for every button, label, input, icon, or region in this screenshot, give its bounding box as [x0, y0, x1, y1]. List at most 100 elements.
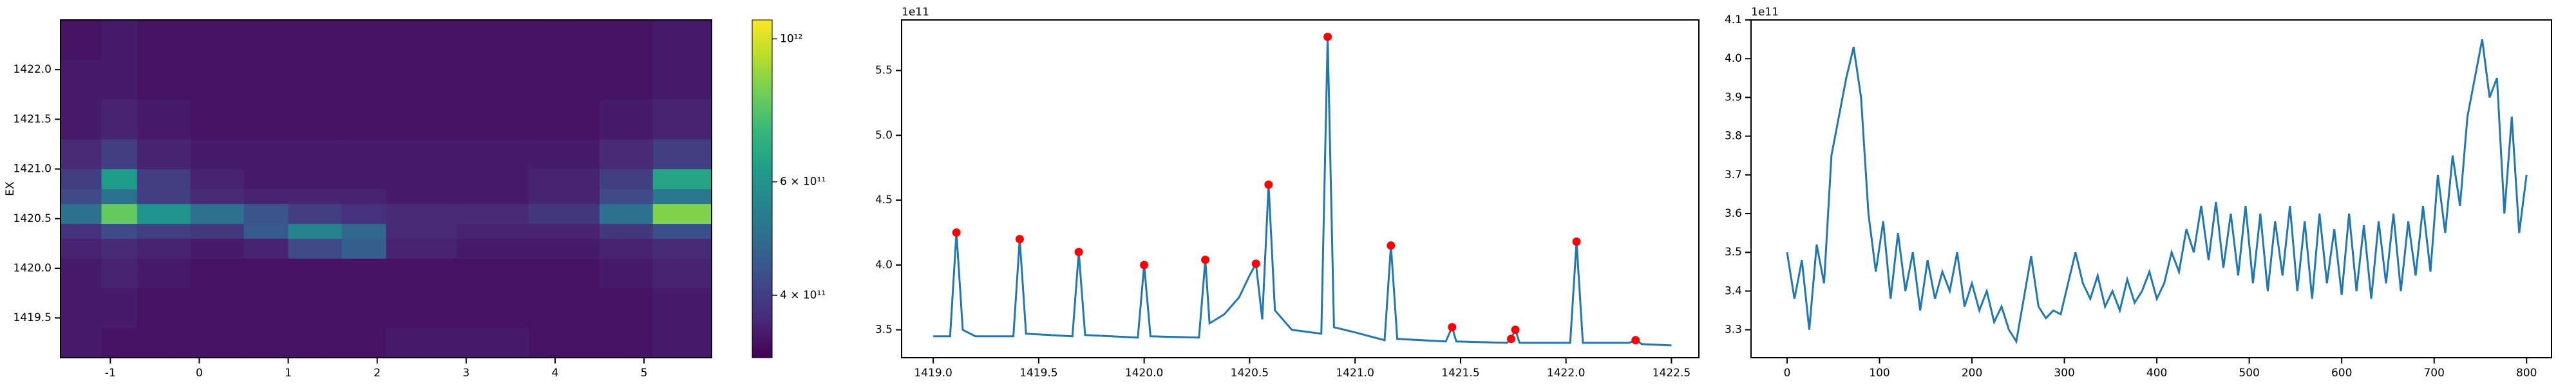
heatmap-cell	[61, 238, 102, 259]
peak-marker	[952, 228, 961, 237]
y-tick-label: 3.8	[1725, 130, 1742, 143]
heatmap-cell	[341, 308, 386, 329]
heatmap-cell	[652, 308, 712, 329]
heatmap-cell	[137, 238, 191, 259]
heatmap-cell	[341, 20, 386, 60]
heatmap-cell	[599, 99, 654, 140]
heatmap-cell	[599, 238, 654, 259]
y-tick-label: 3.9	[1725, 91, 1742, 104]
y-tick-label: 3.3	[1725, 324, 1742, 336]
heatmap-cell	[61, 223, 102, 239]
heatmap-cell	[457, 327, 529, 358]
heatmap-cell	[190, 169, 245, 189]
heatmap-cell	[101, 139, 138, 170]
y-tick-label: 4.5	[875, 194, 893, 207]
heatmap-cell	[288, 59, 342, 100]
heatmap-cell	[61, 188, 102, 205]
heatmap-cell	[101, 169, 138, 189]
heatmap-cell	[190, 258, 245, 289]
heatmap-cell	[528, 327, 600, 358]
peak-marker	[1323, 32, 1332, 41]
peak-marker	[1448, 323, 1457, 332]
heatmap-cell	[599, 308, 654, 329]
heatmap-cell	[386, 188, 458, 205]
heatmap-cell	[243, 99, 289, 140]
heatmap-cell	[457, 238, 529, 259]
heatmap-cell	[190, 288, 245, 309]
heatmap-cell	[288, 139, 342, 170]
heatmap-cell	[457, 203, 529, 225]
heatmap-cell	[386, 20, 458, 60]
axes-frame	[60, 19, 712, 358]
heatmap-cell	[243, 139, 289, 170]
heatmap-cell	[386, 223, 458, 239]
heatmap-cell	[599, 169, 654, 189]
heatmap-cell	[61, 203, 102, 225]
heatmap-cell	[652, 203, 712, 225]
heatmap-cell	[101, 99, 138, 140]
x-tick-label: 800	[2516, 367, 2537, 380]
heatmap-cell	[457, 188, 529, 205]
x-tick-label: 500	[2239, 367, 2259, 380]
heatmap-cell	[101, 258, 138, 289]
peak-marker	[1631, 336, 1640, 345]
heatmap-cell	[137, 258, 191, 289]
peak-marker	[1511, 326, 1520, 335]
peak-marker	[1251, 259, 1260, 268]
peak-marker	[1140, 261, 1149, 270]
heatmap-cell	[243, 169, 289, 189]
heatmap-cell	[137, 59, 191, 100]
heatmap-cell	[288, 188, 342, 205]
heatmap-cell	[652, 258, 712, 289]
y-axis-label: EX	[4, 181, 17, 196]
x-tick-label: 4	[552, 367, 559, 380]
heatmap-cell	[528, 238, 600, 259]
y-tick-label: 4.1	[1725, 14, 1742, 26]
heatmap-cell	[137, 327, 191, 358]
heatmap-cell	[457, 308, 529, 329]
heatmap-cell	[652, 327, 712, 358]
colorbar-tick-label: 6 × 10¹¹	[780, 176, 826, 188]
y-tick-label: 1421.0	[14, 163, 52, 176]
heatmap-cell	[243, 59, 289, 100]
y-tick-label: 1420.5	[14, 212, 52, 225]
heatmap-cell	[61, 169, 102, 189]
heatmap-cell	[137, 188, 191, 205]
x-tick-label: 1420.0	[1125, 367, 1163, 380]
heatmap-cell	[137, 139, 191, 170]
heatmap-cell	[652, 188, 712, 205]
line	[1786, 39, 2528, 344]
heatmap-cell	[288, 169, 342, 189]
heatmap-cell	[137, 223, 191, 239]
x-tick-label: 100	[1869, 367, 1889, 380]
heatmap-cell	[652, 288, 712, 309]
heatmap-cell	[61, 308, 102, 329]
heatmap-cell	[190, 203, 245, 225]
y-tick-label: 5.5	[875, 64, 893, 77]
x-tick-label: 1419.0	[914, 367, 952, 380]
y-tick-label: 4.0	[875, 259, 893, 271]
heatmap-cell	[457, 258, 529, 289]
heatmap-cell	[61, 288, 102, 309]
heatmap-cell	[101, 288, 138, 309]
peak-marker	[1074, 248, 1083, 257]
y-tick-label: 3.6	[1725, 207, 1742, 220]
heatmap-cell	[386, 59, 458, 100]
heatmap-cell	[652, 238, 712, 259]
heatmap-cell	[190, 20, 245, 60]
y-tick-label: 3.5	[1725, 246, 1742, 259]
heatmap-cell	[528, 223, 600, 239]
heatmap-cell	[457, 223, 529, 239]
heatmap-cell	[61, 258, 102, 289]
y-tick-label: 1420.0	[14, 262, 52, 275]
heatmap-cell	[288, 99, 342, 140]
x-tick-label: 600	[2331, 367, 2352, 380]
heatmap-cell	[341, 223, 386, 239]
heatmap-cell	[61, 99, 102, 140]
axes-frame	[1750, 19, 2552, 358]
y-tick-label: 1419.5	[14, 311, 52, 324]
heatmap-cell	[652, 59, 712, 100]
heatmap-cell	[288, 327, 342, 358]
heatmap-cell	[288, 308, 342, 329]
heatmap-cell	[457, 169, 529, 189]
